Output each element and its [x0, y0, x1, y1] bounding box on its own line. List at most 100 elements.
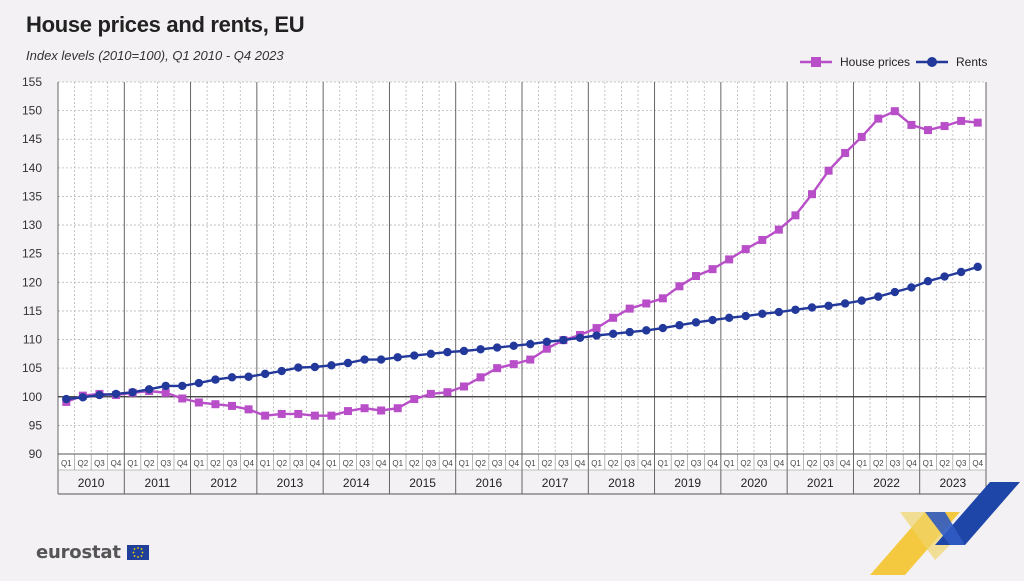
data-point-house-prices [642, 299, 651, 308]
legend-label-house-prices: House prices [840, 55, 910, 69]
data-point-rents [807, 303, 817, 312]
data-point-house-prices [178, 394, 187, 403]
data-point-house-prices [708, 265, 717, 274]
data-point-house-prices [443, 388, 452, 397]
chart-subtitle: Index levels (2010=100), Q1 2010 - Q4 20… [26, 48, 284, 63]
y-tick-label: 100 [22, 390, 42, 404]
y-tick-label: 105 [22, 361, 42, 375]
year-tick-label: 2015 [409, 476, 436, 490]
data-point-rents [360, 355, 369, 364]
data-point-rents [526, 339, 535, 349]
quarter-tick-label: Q3 [558, 459, 569, 468]
data-point-rents [973, 262, 982, 272]
data-point-house-prices [228, 401, 236, 410]
data-point-rents [376, 355, 386, 364]
quarter-tick-label: Q4 [972, 459, 983, 468]
data-point-house-prices [261, 411, 270, 420]
quarter-tick-label: Q1 [392, 459, 403, 468]
data-point-house-prices [493, 364, 502, 373]
year-tick-label: 2022 [873, 476, 900, 490]
quarter-tick-label: Q3 [956, 459, 967, 468]
quarter-tick-label: Q1 [658, 459, 669, 468]
data-point-rents [410, 351, 419, 360]
data-point-house-prices [377, 406, 386, 415]
quarter-tick-label: Q3 [359, 459, 370, 468]
data-point-house-prices [741, 245, 750, 254]
quarter-tick-label: Q4 [707, 459, 718, 468]
quarter-tick-label: Q3 [160, 459, 171, 468]
quarter-tick-label: Q2 [873, 459, 884, 468]
data-point-rents [923, 276, 933, 286]
data-point-house-prices [426, 389, 435, 398]
year-tick-label: 2016 [476, 476, 503, 490]
data-point-rents [244, 372, 253, 381]
data-point-rents [211, 375, 220, 384]
data-point-rents [277, 366, 286, 376]
quarter-tick-label: Q3 [823, 459, 834, 468]
data-point-rents [509, 341, 518, 351]
year-tick-label: 2011 [145, 476, 171, 490]
year-tick-label: 2017 [542, 476, 569, 490]
quarter-tick-label: Q4 [310, 459, 321, 468]
data-point-rents [724, 313, 734, 322]
data-point-house-prices [973, 118, 982, 127]
quarter-tick-label: Q2 [608, 459, 619, 468]
quarter-tick-label: Q2 [542, 459, 553, 468]
data-point-rents [144, 385, 154, 394]
data-point-house-prices [161, 388, 170, 397]
quarter-tick-label: Q1 [127, 459, 138, 468]
data-point-house-prices [857, 132, 866, 141]
data-point-rents [194, 378, 204, 388]
data-point-rents [260, 369, 270, 379]
legend-marker-house-prices [811, 57, 821, 67]
y-tick-label: 140 [22, 161, 42, 175]
quarter-tick-label: Q2 [276, 459, 287, 468]
data-point-house-prices [211, 400, 220, 409]
quarter-tick-label: Q3 [757, 459, 768, 468]
quarter-tick-label: Q4 [508, 459, 519, 468]
y-tick-label: 115 [23, 304, 42, 318]
quarter-tick-label: Q2 [210, 459, 221, 468]
quarter-tick-label: Q2 [939, 459, 950, 468]
quarter-tick-label: Q3 [691, 459, 702, 468]
data-point-house-prices [609, 313, 618, 322]
data-point-rents [78, 393, 88, 402]
legend-label-rents: Rents [956, 55, 987, 69]
year-tick-label: 2019 [674, 476, 701, 490]
data-point-house-prices [907, 120, 916, 129]
quarter-tick-label: Q3 [426, 459, 437, 468]
data-point-rents [956, 267, 966, 277]
quarter-tick-label: Q1 [61, 459, 72, 468]
data-point-rents [608, 329, 618, 339]
data-point-rents [542, 337, 552, 347]
quarter-tick-label: Q1 [525, 459, 536, 468]
quarter-tick-label: Q3 [94, 459, 105, 468]
data-point-house-prices [194, 398, 203, 407]
quarter-tick-label: Q2 [144, 459, 155, 468]
quarter-tick-label: Q2 [807, 459, 818, 468]
quarter-tick-label: Q3 [227, 459, 238, 468]
quarter-tick-label: Q4 [641, 459, 652, 468]
y-tick-label: 95 [29, 418, 43, 432]
data-point-rents [890, 287, 900, 297]
quarter-tick-label: Q1 [856, 459, 867, 468]
data-point-rents [559, 335, 568, 345]
quarter-tick-label: Q4 [376, 459, 387, 468]
data-point-house-prices [460, 382, 468, 391]
data-point-rents [426, 349, 436, 359]
data-point-rents [227, 373, 237, 382]
data-point-house-prices [957, 116, 966, 125]
y-tick-label: 150 [22, 104, 42, 118]
data-point-rents [708, 315, 717, 325]
y-tick-label: 125 [22, 247, 42, 261]
data-point-house-prices [791, 211, 800, 220]
quarter-tick-label: Q3 [293, 459, 304, 468]
quarter-tick-label: Q2 [674, 459, 685, 468]
quarter-tick-label: Q1 [326, 459, 337, 468]
data-point-rents [758, 309, 767, 318]
data-point-house-prices [890, 107, 899, 116]
data-point-house-prices [344, 407, 352, 416]
quarter-tick-label: Q1 [591, 459, 602, 468]
data-point-house-prices [244, 405, 253, 414]
quarter-tick-label: Q4 [177, 459, 188, 468]
